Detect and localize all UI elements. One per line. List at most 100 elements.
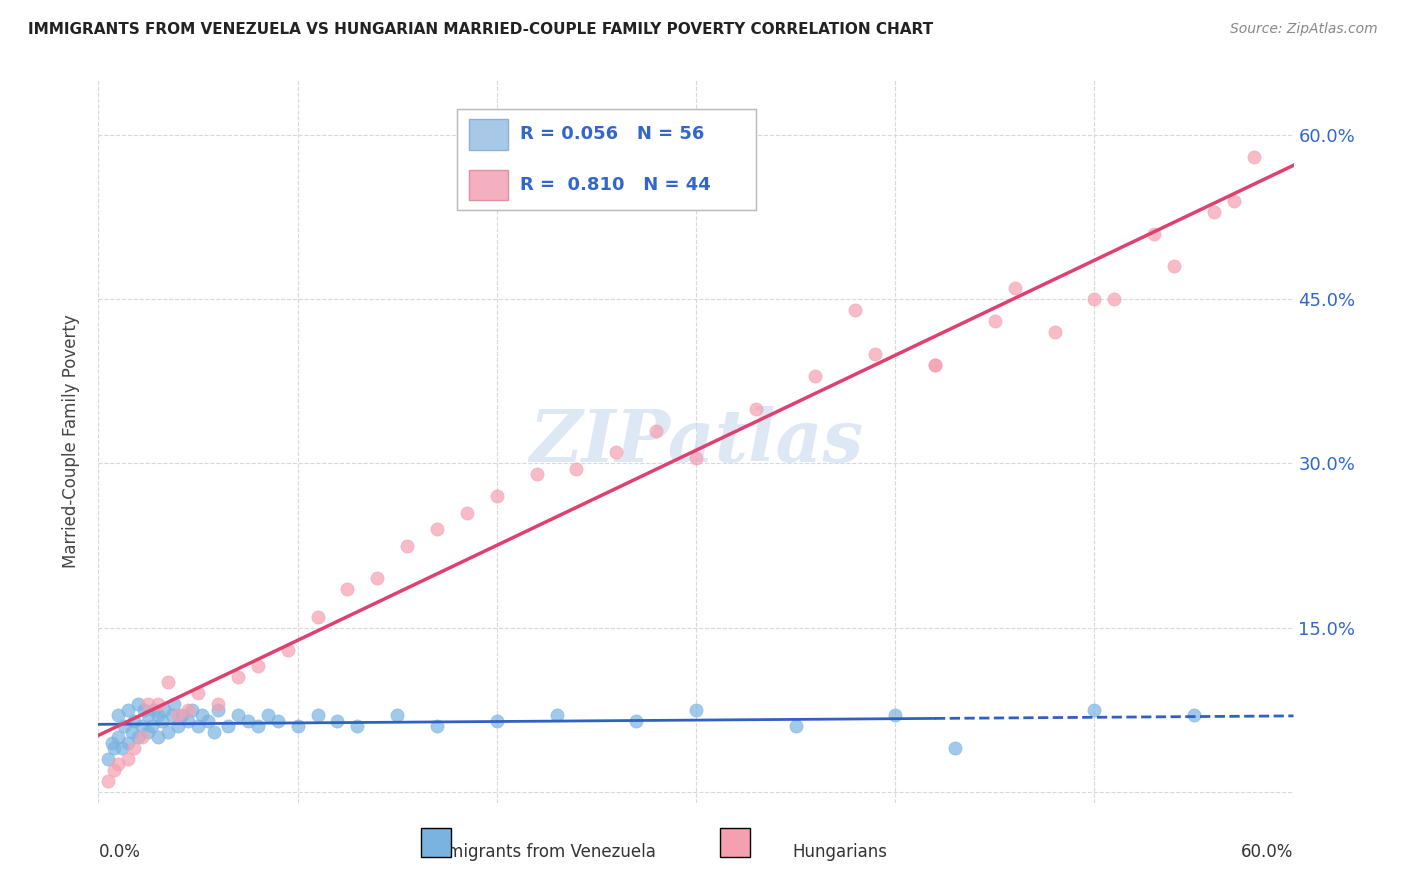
Point (103, 741, 125, 756)
Point (97, 752, 120, 766)
Point (107, 730, 129, 744)
Point (745, 401, 768, 416)
Point (526, 467, 548, 482)
Point (426, 522, 449, 536)
Point (366, 571, 388, 585)
Point (148, 708, 170, 723)
Point (924, 358, 946, 372)
Point (127, 698, 149, 712)
Point (207, 703, 229, 717)
Point (187, 686, 209, 700)
Point (924, 358, 946, 372)
Point (287, 719, 309, 733)
Text: 0.0%: 0.0% (98, 843, 141, 861)
Point (1083, 703, 1105, 717)
FancyBboxPatch shape (422, 828, 451, 857)
Point (626, 714, 648, 728)
Point (177, 703, 200, 717)
Point (1143, 227, 1166, 241)
Point (385, 708, 409, 723)
Point (685, 450, 707, 465)
Point (160, 708, 183, 723)
Point (1223, 194, 1246, 208)
Text: IMMIGRANTS FROM VENEZUELA VS HUNGARIAN MARRIED-COUPLE FAMILY POVERTY CORRELATION: IMMIGRANTS FROM VENEZUELA VS HUNGARIAN M… (28, 22, 934, 37)
Point (124, 714, 146, 728)
Point (101, 735, 124, 749)
Point (267, 714, 290, 728)
Point (485, 714, 508, 728)
Point (426, 719, 449, 733)
Point (136, 698, 159, 712)
Point (117, 735, 139, 749)
Point (134, 703, 156, 717)
Point (1182, 708, 1205, 723)
Point (131, 730, 153, 744)
Point (1004, 281, 1026, 295)
Point (107, 708, 129, 723)
Point (884, 708, 907, 723)
Point (1104, 292, 1126, 306)
Point (844, 303, 866, 318)
Point (107, 757, 129, 772)
Point (943, 741, 966, 756)
Point (217, 719, 239, 733)
Point (111, 741, 134, 756)
Point (246, 659, 269, 673)
Point (565, 462, 588, 476)
Point (103, 763, 125, 777)
Point (336, 582, 359, 597)
Point (1043, 325, 1066, 339)
Point (157, 675, 180, 690)
Point (546, 708, 568, 723)
Point (1083, 292, 1105, 306)
Point (326, 714, 349, 728)
Point (157, 724, 180, 739)
Point (197, 714, 219, 728)
Point (804, 368, 827, 383)
Point (256, 708, 278, 723)
Point (167, 719, 190, 733)
Point (785, 719, 807, 733)
Point (202, 724, 225, 739)
Point (163, 698, 186, 712)
Text: Immigrants from Venezuela: Immigrants from Venezuela (426, 843, 655, 861)
Text: Hungarians: Hungarians (792, 843, 887, 861)
Point (177, 714, 200, 728)
Point (1163, 260, 1185, 274)
Point (396, 539, 419, 553)
Point (865, 347, 887, 361)
Text: Source: ZipAtlas.com: Source: ZipAtlas.com (1230, 22, 1378, 37)
Point (181, 703, 204, 717)
Point (207, 698, 229, 712)
Point (246, 719, 269, 733)
Point (307, 609, 329, 624)
Point (150, 714, 173, 728)
Point (226, 670, 249, 684)
Point (112, 719, 135, 733)
Point (172, 708, 194, 723)
Point (117, 752, 139, 766)
Point (685, 703, 707, 717)
Point (236, 714, 259, 728)
Point (127, 730, 149, 744)
Point (456, 506, 478, 520)
Point (645, 424, 668, 438)
Point (346, 719, 368, 733)
Point (117, 703, 139, 717)
Point (1202, 204, 1225, 219)
Point (153, 703, 176, 717)
Y-axis label: Married-Couple Family Poverty: Married-Couple Family Poverty (62, 315, 80, 568)
Point (136, 724, 159, 739)
Point (136, 708, 159, 723)
Point (167, 708, 190, 723)
Point (124, 741, 146, 756)
Point (148, 698, 170, 712)
Point (148, 730, 170, 744)
Text: 60.0%: 60.0% (1241, 843, 1294, 861)
Point (307, 708, 329, 723)
Point (143, 703, 166, 717)
FancyBboxPatch shape (720, 828, 749, 857)
Point (277, 642, 299, 657)
Point (1243, 150, 1265, 164)
Point (131, 719, 153, 733)
